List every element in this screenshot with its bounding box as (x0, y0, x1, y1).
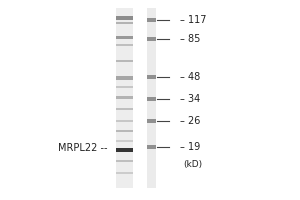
Bar (147, 37, 156, 41)
Bar (116, 172, 133, 174)
Text: – 48: – 48 (180, 72, 200, 82)
Text: – 34: – 34 (180, 94, 200, 104)
Bar (147, 75, 156, 79)
Text: – 26: – 26 (180, 116, 200, 126)
Bar (116, 120, 133, 122)
Bar (116, 76, 133, 80)
Bar (116, 36, 133, 39)
Bar (147, 97, 156, 101)
Bar (116, 148, 133, 152)
Bar (116, 60, 133, 62)
Bar (147, 119, 156, 123)
Text: MRPL22 --: MRPL22 -- (58, 143, 107, 153)
Text: (kD): (kD) (183, 160, 202, 170)
Bar (147, 18, 156, 22)
Bar (116, 140, 133, 142)
Bar (147, 145, 156, 149)
Bar (116, 108, 133, 110)
Text: – 85: – 85 (180, 34, 200, 44)
Bar (116, 22, 133, 24)
Text: – 117: – 117 (180, 15, 206, 25)
Bar (116, 96, 133, 99)
Text: – 19: – 19 (180, 142, 200, 152)
Bar (116, 8, 133, 188)
Bar (116, 86, 133, 88)
Bar (116, 160, 133, 162)
Bar (116, 130, 133, 132)
Bar (147, 8, 156, 188)
Bar (116, 16, 133, 20)
Bar (116, 44, 133, 46)
